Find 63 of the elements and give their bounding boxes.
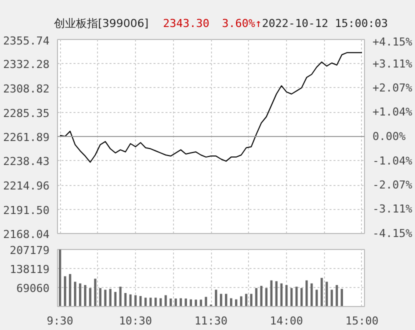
bar bbox=[180, 298, 182, 306]
y2-tick-label: +1.04% bbox=[372, 106, 413, 119]
y-tick-label: 207179 bbox=[10, 244, 50, 257]
bar bbox=[89, 288, 92, 306]
bar bbox=[326, 282, 328, 306]
y-tick-label: 2308.82 bbox=[3, 82, 50, 96]
bar bbox=[114, 292, 117, 306]
y-tick-label: 2355.74 bbox=[3, 34, 50, 48]
bar bbox=[340, 288, 343, 306]
y-tick-label: 138119 bbox=[10, 263, 50, 276]
bar bbox=[240, 296, 242, 306]
bar bbox=[94, 278, 96, 306]
x-tick-label: 14:00 bbox=[270, 314, 304, 328]
y2-tick-label: -1.04% bbox=[372, 154, 413, 168]
bar bbox=[190, 299, 192, 306]
bar bbox=[245, 294, 248, 306]
bar bbox=[84, 285, 86, 306]
bar bbox=[109, 288, 112, 306]
bar bbox=[320, 278, 323, 306]
x-tick-label: 9:30 bbox=[46, 314, 74, 328]
bar bbox=[316, 290, 318, 306]
x-tick-label: 15:00 bbox=[345, 314, 379, 328]
text: 3.60%↑ bbox=[222, 16, 262, 32]
y-tick-label: 2214.96 bbox=[3, 180, 50, 193]
y-tick-label: 2168.04 bbox=[3, 228, 50, 241]
line-series bbox=[60, 52, 362, 163]
chart-title: 创业板指[399006] bbox=[54, 16, 149, 32]
bar bbox=[250, 294, 252, 306]
bar bbox=[260, 286, 262, 306]
y2-tick-label: +4.15% bbox=[372, 36, 413, 48]
y-tick-label: 2191.50 bbox=[3, 204, 50, 217]
bar bbox=[265, 288, 268, 306]
y2-tick-label: +3.11% bbox=[372, 57, 413, 70]
bar bbox=[310, 283, 313, 306]
bar bbox=[164, 295, 167, 306]
bar bbox=[255, 288, 258, 306]
bar bbox=[336, 285, 338, 306]
bar bbox=[235, 299, 238, 306]
y2-tick-label: -3.11% bbox=[372, 202, 413, 216]
y2-tick-label: -4.15% bbox=[372, 227, 413, 240]
text: 2343.30 bbox=[163, 16, 210, 32]
bar bbox=[160, 298, 162, 306]
bar bbox=[79, 283, 82, 306]
bar bbox=[305, 280, 308, 306]
y-tick-label: 2238.43 bbox=[3, 155, 50, 168]
y-tick-label: 2332.28 bbox=[3, 58, 50, 72]
x-tick-label: 11:30 bbox=[194, 314, 228, 328]
bar bbox=[184, 298, 187, 306]
bar bbox=[104, 290, 106, 306]
bar bbox=[154, 298, 157, 306]
y-tick-label: 2285.35 bbox=[3, 106, 50, 120]
y2-tick-label: -2.07% bbox=[372, 178, 413, 192]
y-tick-label: 2261.89 bbox=[3, 131, 50, 144]
text: 2022-10-12 15:00:03 bbox=[262, 16, 388, 32]
bar bbox=[230, 298, 232, 306]
bar bbox=[174, 298, 177, 306]
y-tick-label: 69060 bbox=[16, 282, 50, 295]
bar bbox=[99, 288, 102, 306]
y2-tick-label: 0.00% bbox=[372, 130, 406, 143]
bar bbox=[330, 290, 333, 306]
bar bbox=[170, 298, 172, 306]
x-tick-label: 10:30 bbox=[118, 314, 152, 328]
y2-tick-label: +2.07% bbox=[372, 82, 413, 95]
